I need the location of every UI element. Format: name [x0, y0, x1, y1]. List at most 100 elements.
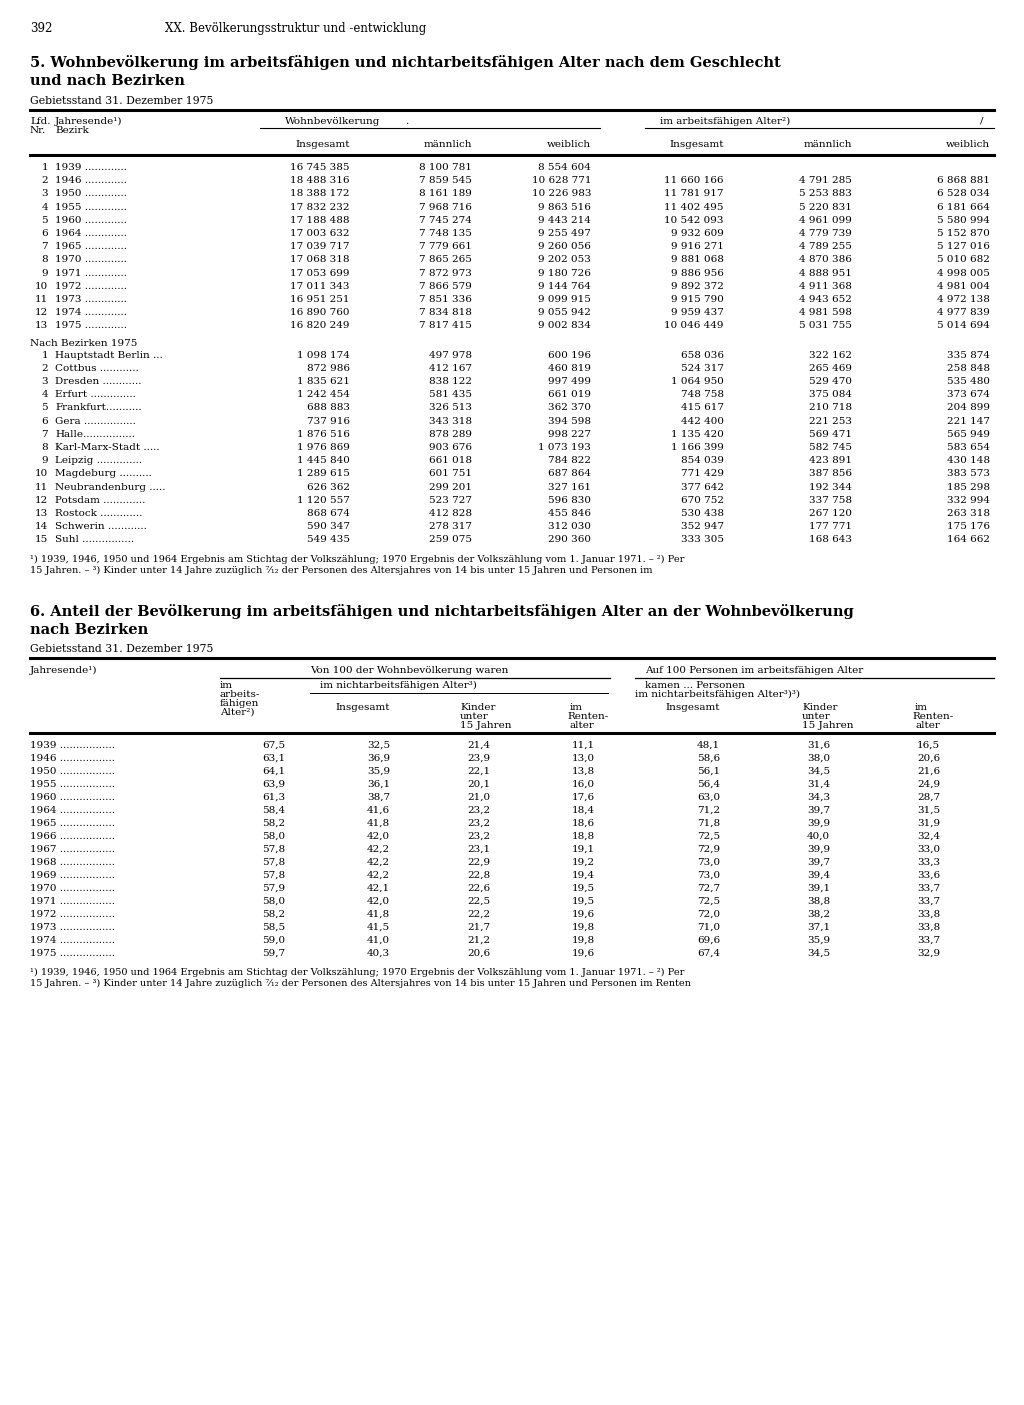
Text: 63,9: 63,9: [262, 780, 285, 788]
Text: 38,0: 38,0: [807, 753, 830, 763]
Text: Leipzig ..............: Leipzig ..............: [55, 457, 142, 465]
Text: 11 402 495: 11 402 495: [665, 202, 724, 212]
Text: 872 986: 872 986: [307, 364, 350, 372]
Text: im: im: [220, 680, 233, 690]
Text: Renten-: Renten-: [567, 711, 608, 721]
Text: Potsdam .............: Potsdam .............: [55, 496, 145, 504]
Text: 2: 2: [41, 176, 48, 185]
Text: 21,4: 21,4: [467, 740, 490, 750]
Text: 31,4: 31,4: [807, 780, 830, 788]
Text: Bezirk: Bezirk: [55, 126, 89, 135]
Text: 581 435: 581 435: [429, 391, 472, 399]
Text: 9 055 942: 9 055 942: [539, 308, 591, 318]
Text: 7 748 135: 7 748 135: [419, 229, 472, 237]
Text: Frankfurt...........: Frankfurt...........: [55, 403, 141, 413]
Text: 4 789 255: 4 789 255: [799, 242, 852, 251]
Text: 4 981 004: 4 981 004: [937, 282, 990, 291]
Text: 524 317: 524 317: [681, 364, 724, 372]
Text: 8 161 189: 8 161 189: [419, 190, 472, 198]
Text: 1 073 193: 1 073 193: [539, 443, 591, 452]
Text: im nichtarbeitsfähigen Alter³)³): im nichtarbeitsfähigen Alter³)³): [635, 690, 800, 698]
Text: Cottbus ............: Cottbus ............: [55, 364, 138, 372]
Text: Nr.: Nr.: [30, 126, 46, 135]
Text: 9 144 764: 9 144 764: [539, 282, 591, 291]
Text: 601 751: 601 751: [429, 469, 472, 478]
Text: Neubrandenburg .....: Neubrandenburg .....: [55, 482, 166, 492]
Text: Von 100 der Wohnbevölkerung waren: Von 100 der Wohnbevölkerung waren: [310, 666, 508, 674]
Text: 9 881 068: 9 881 068: [671, 256, 724, 264]
Text: 3: 3: [41, 377, 48, 386]
Text: 16 745 385: 16 745 385: [291, 163, 350, 171]
Text: 1939 .................: 1939 .................: [30, 740, 115, 750]
Text: 23,9: 23,9: [467, 753, 490, 763]
Text: 7: 7: [41, 430, 48, 438]
Text: 1 835 621: 1 835 621: [297, 377, 350, 386]
Text: Hauptstadt Berlin ...: Hauptstadt Berlin ...: [55, 351, 163, 360]
Text: 1965 .............: 1965 .............: [55, 242, 127, 251]
Text: 7 745 274: 7 745 274: [419, 216, 472, 225]
Text: 1972 .................: 1972 .................: [30, 909, 115, 919]
Text: Erfurt ..............: Erfurt ..............: [55, 391, 136, 399]
Text: 1974 .............: 1974 .............: [55, 308, 127, 318]
Text: 2: 2: [41, 364, 48, 372]
Text: 5: 5: [41, 403, 48, 413]
Text: 34,5: 34,5: [807, 948, 830, 958]
Text: unter: unter: [802, 711, 830, 721]
Text: 16,5: 16,5: [916, 740, 940, 750]
Text: 58,6: 58,6: [697, 753, 720, 763]
Text: 4 961 099: 4 961 099: [799, 216, 852, 225]
Text: 1955 .............: 1955 .............: [55, 202, 127, 212]
Text: 1960 .............: 1960 .............: [55, 216, 127, 225]
Text: Wohnbevölkerung: Wohnbevölkerung: [285, 117, 380, 126]
Text: 565 949: 565 949: [947, 430, 990, 438]
Text: 263 318: 263 318: [947, 509, 990, 518]
Text: 387 856: 387 856: [809, 469, 852, 478]
Text: 343 318: 343 318: [429, 417, 472, 426]
Text: 34,3: 34,3: [807, 792, 830, 802]
Text: 22,5: 22,5: [467, 896, 490, 906]
Text: Jahresende¹): Jahresende¹): [55, 117, 123, 126]
Text: 332 994: 332 994: [947, 496, 990, 504]
Text: 23,2: 23,2: [467, 819, 490, 828]
Text: 1975 .................: 1975 .................: [30, 948, 115, 958]
Text: /: /: [980, 117, 983, 126]
Text: 38,7: 38,7: [367, 792, 390, 802]
Text: Alter²): Alter²): [220, 708, 255, 717]
Text: 72,5: 72,5: [697, 832, 720, 840]
Text: 415 617: 415 617: [681, 403, 724, 413]
Text: 34,5: 34,5: [807, 767, 830, 776]
Text: im: im: [570, 702, 583, 711]
Text: 582 745: 582 745: [809, 443, 852, 452]
Text: im nichtarbeitsfähigen Alter³): im nichtarbeitsfähigen Alter³): [319, 680, 477, 690]
Text: 1 135 420: 1 135 420: [671, 430, 724, 438]
Text: 7 872 973: 7 872 973: [419, 268, 472, 278]
Text: 4 779 739: 4 779 739: [799, 229, 852, 237]
Text: 23,1: 23,1: [467, 844, 490, 854]
Text: 19,6: 19,6: [571, 909, 595, 919]
Text: und nach Bezirken: und nach Bezirken: [30, 74, 185, 89]
Text: 335 874: 335 874: [947, 351, 990, 360]
Text: 9: 9: [41, 457, 48, 465]
Text: 1 876 516: 1 876 516: [297, 430, 350, 438]
Text: 5 152 870: 5 152 870: [937, 229, 990, 237]
Text: 72,5: 72,5: [697, 896, 720, 906]
Text: Schwerin ............: Schwerin ............: [55, 523, 146, 531]
Text: 4: 4: [41, 202, 48, 212]
Text: 42,2: 42,2: [367, 844, 390, 854]
Text: 22,8: 22,8: [467, 871, 490, 880]
Text: 412 828: 412 828: [429, 509, 472, 518]
Text: 33,8: 33,8: [916, 923, 940, 932]
Text: 998 227: 998 227: [548, 430, 591, 438]
Text: 33,3: 33,3: [916, 857, 940, 867]
Text: weiblich: weiblich: [946, 140, 990, 149]
Text: 1974 .................: 1974 .................: [30, 936, 115, 944]
Text: nach Bezirken: nach Bezirken: [30, 622, 148, 636]
Text: 18,8: 18,8: [571, 832, 595, 840]
Text: Insgesamt: Insgesamt: [666, 702, 720, 711]
Text: 64,1: 64,1: [262, 767, 285, 776]
Text: 210 718: 210 718: [809, 403, 852, 413]
Text: 23,2: 23,2: [467, 805, 490, 815]
Text: 1971 .............: 1971 .............: [55, 268, 127, 278]
Text: 16 820 249: 16 820 249: [291, 322, 350, 330]
Text: XX. Bevölkerungsstruktur und -entwicklung: XX. Bevölkerungsstruktur und -entwicklun…: [165, 22, 426, 35]
